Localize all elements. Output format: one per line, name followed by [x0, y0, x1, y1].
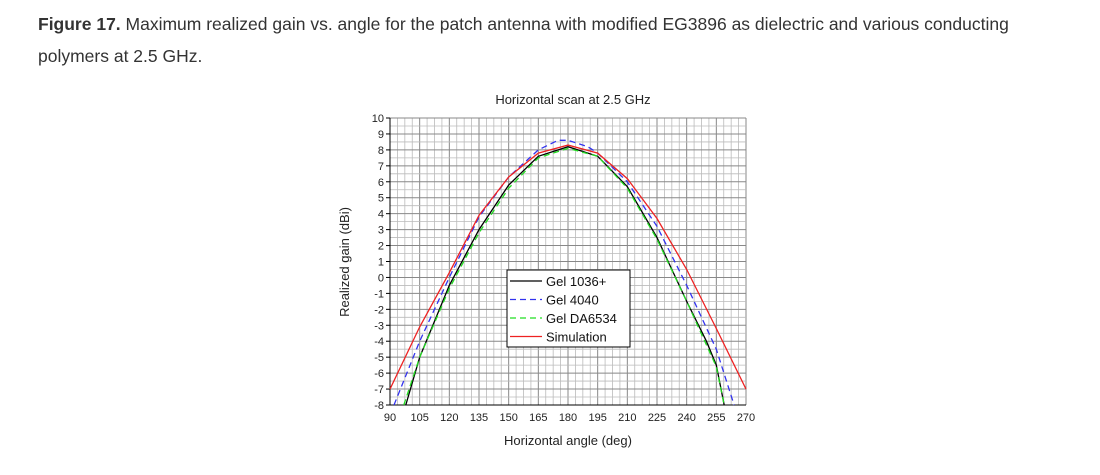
- x-tick-label: 135: [470, 412, 488, 424]
- series-line-gel-da6534: [403, 147, 725, 406]
- x-tick-label: 165: [529, 412, 547, 424]
- y-tick-label: -6: [374, 368, 384, 380]
- series-line-gel-1036-: [405, 146, 725, 406]
- y-axis-label: Realized gain (dBi): [337, 207, 352, 317]
- y-tick-label: 8: [378, 145, 384, 157]
- y-tick-label: -7: [374, 384, 384, 396]
- y-tick-label: 5: [378, 193, 384, 205]
- y-tick-label: 0: [378, 272, 384, 284]
- y-tick-label: -4: [374, 336, 384, 348]
- x-tick-label: 105: [410, 412, 428, 424]
- x-tick-label: 120: [440, 412, 458, 424]
- x-tick-label: 225: [648, 412, 666, 424]
- y-tick-label: -1: [374, 288, 384, 300]
- series-line-gel-4040: [393, 139, 735, 406]
- x-tick-label: 210: [618, 412, 636, 424]
- y-tick-label: 1: [378, 257, 384, 269]
- x-tick-label: 240: [677, 412, 695, 424]
- y-tick-label: 2: [378, 241, 384, 253]
- chart-title: Horizontal scan at 2.5 GHz: [495, 92, 650, 107]
- y-tick-label: 7: [378, 161, 384, 173]
- y-tick-label: 10: [372, 113, 384, 125]
- x-tick-label: 150: [499, 412, 517, 424]
- x-tick-label: 90: [384, 412, 396, 424]
- y-tick-label: 9: [378, 129, 384, 141]
- legend-label: Simulation: [546, 330, 607, 345]
- figure-label: Figure 17.: [38, 14, 121, 34]
- x-axis-label: Horizontal angle (deg): [504, 433, 632, 448]
- y-tick-label: 6: [378, 177, 384, 189]
- y-tick-label: 3: [378, 225, 384, 237]
- y-tick-label: -8: [374, 400, 384, 412]
- y-tick-label: -5: [374, 352, 384, 364]
- legend-label: Gel 1036+: [546, 274, 606, 289]
- legend-label: Gel DA6534: [546, 311, 617, 326]
- y-tick-label: -2: [374, 304, 384, 316]
- x-tick-label: 270: [737, 412, 755, 424]
- x-tick-label: 180: [559, 412, 577, 424]
- y-tick-label: 4: [378, 209, 384, 221]
- y-tick-label: -3: [374, 320, 384, 332]
- figure-caption: Figure 17. Maximum realized gain vs. ang…: [38, 8, 1078, 72]
- x-tick-label: 255: [707, 412, 725, 424]
- legend-label: Gel 4040: [546, 293, 599, 308]
- caption-text: Maximum realized gain vs. angle for the …: [38, 14, 1009, 66]
- legend-box: [506, 269, 631, 348]
- series-line-simulation: [389, 144, 747, 390]
- x-tick-label: 195: [588, 412, 606, 424]
